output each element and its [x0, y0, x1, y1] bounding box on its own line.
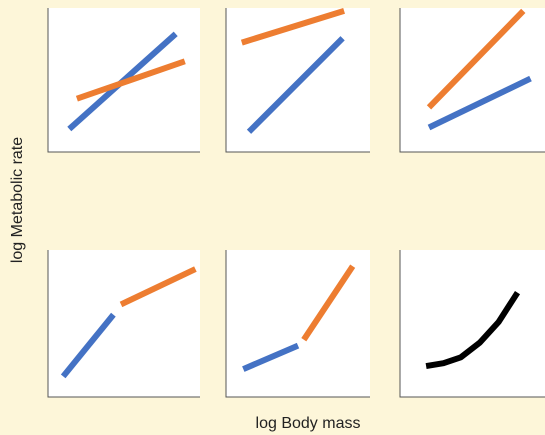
panel-3-series-2-line [427, 75, 532, 131]
x-axis-title: log Body mass [256, 415, 361, 432]
panel-5-series-1-line [242, 342, 300, 372]
panel-6-axes [399, 250, 545, 398]
panel-4-axes [47, 250, 200, 398]
chart-panels [47, 8, 545, 398]
panel-1-axes [47, 8, 200, 153]
panel-2 [225, 8, 370, 153]
panel-6-series-1-line [425, 290, 521, 370]
panel-1 [47, 8, 200, 153]
panel-3-axes [399, 8, 545, 153]
panel-6 [399, 250, 545, 398]
panel-4-series-2-line [119, 266, 197, 308]
panel-3-series-1-line [426, 8, 526, 110]
panel-6-plot-area [400, 250, 545, 397]
panel-1-series-2-line [75, 58, 186, 102]
panel-2-series-2-line [246, 36, 345, 134]
panel-4-plot-area [48, 250, 200, 397]
panel-4-series-1-line [60, 312, 116, 379]
panel-5-axes [225, 250, 370, 398]
panel-5-series-2-line [301, 264, 356, 342]
panel-2-axes [225, 8, 370, 153]
y-axis-title: log Metabolic rate [9, 137, 26, 263]
panel-5 [225, 250, 370, 398]
panel-3 [399, 8, 545, 153]
panel-4 [47, 250, 200, 398]
panel-2-series-1-line [240, 8, 345, 46]
